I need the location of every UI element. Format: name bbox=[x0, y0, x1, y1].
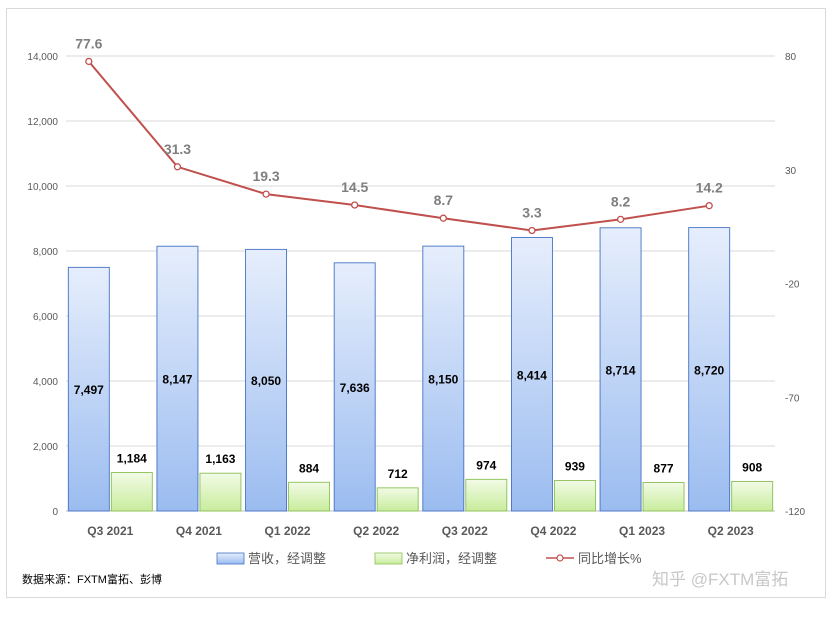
y-left-tick-label: 12,000 bbox=[27, 117, 58, 128]
net-profit-bar-label: 1,163 bbox=[205, 452, 235, 466]
growth-point-label: 31.3 bbox=[164, 141, 191, 157]
revenue-bar-label: 8,050 bbox=[251, 374, 281, 388]
revenue-bar-label: 7,497 bbox=[74, 383, 104, 397]
legend-label-revenue: 营收，经调整 bbox=[248, 551, 326, 566]
x-category-label: Q1 2022 bbox=[265, 524, 311, 538]
y-right-tick-label: 30 bbox=[785, 166, 797, 177]
source-note: 数据来源：FXTM富拓、彭博 bbox=[22, 572, 162, 586]
net-profit-bar-label: 1,184 bbox=[117, 452, 147, 466]
bars: 7,497 1,184 8,147 1,163 8,050 884 7,636 712 8,15… bbox=[67, 227, 774, 512]
revenue-bar-label: 8,147 bbox=[162, 373, 192, 387]
growth-point bbox=[528, 226, 536, 235]
growth-point-label: 3.3 bbox=[522, 204, 542, 220]
legend: 营收，经调整 净利润，经调整 同比增长% bbox=[216, 551, 642, 566]
net-profit-bar bbox=[553, 480, 596, 512]
revenue-bar-label: 7,636 bbox=[340, 381, 370, 395]
y-right-tick-label: -120 bbox=[785, 507, 805, 518]
net-profit-bar-label: 908 bbox=[742, 460, 762, 474]
revenue-bar bbox=[510, 237, 553, 512]
x-category-label: Q4 2022 bbox=[530, 524, 576, 538]
net-profit-bar bbox=[288, 481, 331, 512]
legend-swatch-net-profit bbox=[374, 552, 403, 565]
watermark: 知乎 @FXTM富拓 bbox=[652, 570, 788, 589]
legend-label-growth: 同比增长% bbox=[578, 551, 642, 566]
y-left-tick-label: 14,000 bbox=[27, 52, 58, 63]
y-left-tick-label: 8,000 bbox=[33, 247, 58, 258]
growth-point-label: 77.6 bbox=[75, 35, 102, 51]
x-category-label: Q4 2021 bbox=[176, 524, 222, 538]
y-right-tick-label: 80 bbox=[785, 52, 797, 63]
growth-point bbox=[616, 215, 625, 223]
net-profit-bar bbox=[465, 478, 508, 512]
revenue-bar-label: 8,714 bbox=[606, 363, 636, 377]
y-axis-right: -120 -70 -20 30 80 bbox=[785, 52, 805, 518]
x-category-label: Q2 2023 bbox=[708, 524, 754, 538]
growth-point-label: 19.3 bbox=[252, 168, 279, 184]
net-profit-bar bbox=[376, 487, 419, 512]
net-profit-bar bbox=[110, 472, 153, 512]
revenue-bar bbox=[688, 227, 731, 512]
growth-line-path bbox=[88, 60, 710, 232]
growth-point bbox=[439, 214, 447, 222]
revenue-bar-label: 8,150 bbox=[428, 373, 458, 387]
growth-point bbox=[351, 201, 359, 209]
y-right-tick-label: -20 bbox=[785, 280, 800, 291]
legend-swatch-revenue bbox=[216, 552, 245, 565]
revenue-bar bbox=[67, 266, 110, 512]
x-category-label: Q3 2021 bbox=[87, 524, 133, 538]
revenue-bar-label: 8,414 bbox=[517, 368, 547, 382]
y-axis-left: 0 2,000 4,000 6,000 8,000 10,000 12,000 14,000 bbox=[27, 52, 58, 518]
y-left-tick-label: 2,000 bbox=[33, 442, 58, 453]
growth-line: 77.6 31.3 19.3 14.5 8.7 3.3 8.2 14.2 bbox=[75, 35, 723, 235]
y-right-tick-label: -70 bbox=[785, 393, 800, 404]
growth-point bbox=[262, 190, 270, 198]
growth-point bbox=[705, 202, 713, 210]
net-profit-bar-label: 939 bbox=[565, 459, 585, 473]
y-left-tick-label: 6,000 bbox=[33, 312, 58, 323]
revenue-bar bbox=[333, 262, 376, 512]
x-category-label: Q1 2023 bbox=[619, 524, 665, 538]
growth-point-label: 14.5 bbox=[341, 179, 368, 195]
x-category-label: Q3 2022 bbox=[442, 524, 488, 538]
legend-label-net-profit: 净利润，经调整 bbox=[406, 551, 497, 566]
revenue-bar bbox=[599, 227, 642, 512]
revenue-bar bbox=[422, 245, 465, 512]
x-axis-categories: Q3 2021 Q4 2021 Q1 2022 Q2 2022 Q3 2022 Q4 20… bbox=[87, 524, 754, 538]
net-profit-bar-label: 884 bbox=[299, 461, 319, 475]
growth-point-label: 14.2 bbox=[696, 180, 723, 196]
y-left-tick-label: 4,000 bbox=[33, 377, 58, 388]
growth-point-label: 8.7 bbox=[434, 192, 454, 208]
net-profit-bar bbox=[731, 481, 774, 512]
growth-point-label: 8.2 bbox=[611, 193, 631, 209]
net-profit-bar-label: 974 bbox=[476, 458, 496, 472]
growth-point bbox=[85, 57, 93, 66]
net-profit-bar bbox=[199, 472, 242, 512]
revenue-bar bbox=[156, 245, 199, 512]
net-profit-bar-label: 877 bbox=[654, 461, 674, 475]
x-category-label: Q2 2022 bbox=[353, 524, 399, 538]
net-profit-bar bbox=[642, 482, 685, 512]
y-left-tick-label: 0 bbox=[52, 507, 58, 518]
y-left-tick-label: 10,000 bbox=[27, 182, 58, 193]
growth-point bbox=[173, 163, 182, 171]
legend-marker-growth bbox=[556, 554, 564, 562]
revenue-bar-label: 8,720 bbox=[694, 363, 724, 377]
revenue-bar bbox=[245, 248, 288, 512]
net-profit-bar-label: 712 bbox=[388, 467, 408, 481]
